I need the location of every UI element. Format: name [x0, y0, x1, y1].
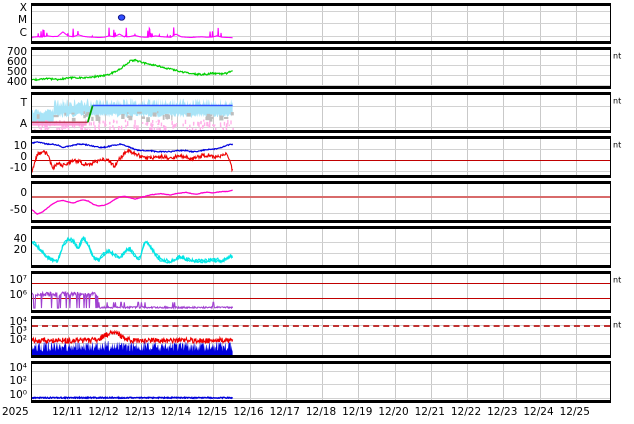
right-axis-unit: nt — [613, 140, 622, 150]
alert-threshold-line — [32, 324, 610, 327]
y-tick-label: 0 — [20, 151, 27, 163]
x-tick-label: 12/18 — [305, 406, 337, 418]
trace-ae-kp-activity — [32, 229, 610, 265]
y-tick-label: 0 — [20, 186, 27, 199]
x-tick-label: 12/12 — [88, 406, 119, 418]
y-tick-label: 40 — [13, 232, 27, 245]
x-tick-label: 12/14 — [160, 406, 192, 418]
x-tick-label: 12/23 — [487, 406, 518, 418]
trace-ground-level-enhancement — [32, 364, 610, 400]
x-tick-label: 12/17 — [269, 406, 300, 418]
trace-electron-flux — [32, 274, 610, 310]
y-tick-label: -10 — [9, 161, 27, 174]
y-tick-label: A — [19, 117, 27, 130]
panel-xray-flux — [31, 3, 611, 44]
y-tick-label: 10³ — [9, 325, 27, 338]
y-tick-label: 10² — [9, 334, 27, 347]
flare-peak-marker — [117, 14, 126, 21]
trace-solar-wind-speed — [32, 50, 610, 86]
y-tick-label: 400 — [6, 76, 27, 89]
right-axis-unit: nt — [613, 320, 622, 330]
threshold-line — [32, 195, 610, 198]
trace-dst-index — [32, 184, 610, 220]
y-tick-label: T — [20, 96, 27, 109]
y-tick-label: M — [17, 14, 27, 27]
trace-proton-temperature-alpha — [32, 98, 234, 130]
panel-dst-index — [31, 181, 611, 223]
y-tick-label: 10⁶ — [9, 288, 27, 301]
trace-magnetic-field-bt-bz — [32, 139, 610, 175]
x-tick-label: 12/22 — [450, 406, 482, 418]
y-tick-label: 700 — [6, 46, 27, 59]
panel-ground-level-enhancement — [31, 361, 611, 403]
x-tick-label: 12/25 — [559, 406, 590, 418]
panel-magnetic-field-bt-bz — [31, 136, 611, 178]
x-tick-label: 12/20 — [378, 406, 409, 418]
x-axis: 2025 12/11 12/12 12/13 12/14 12/15 12/16 12/17 1… — [0, 404, 634, 424]
y-tick-label: 10⁰ — [9, 388, 27, 401]
zero-reference-line — [32, 160, 610, 161]
y-tick-label: 10⁴ — [9, 361, 27, 374]
right-axis-unit: nt — [613, 96, 622, 106]
x-tick-label: 12/15 — [197, 406, 228, 418]
threshold-line-0 — [32, 283, 610, 285]
y-tick-label: 500 — [6, 66, 27, 79]
y-tick-label: C — [19, 26, 27, 39]
panel-ae-kp-activity — [31, 226, 611, 268]
panel-solar-wind-speed — [31, 47, 611, 89]
x-tick-label: 12/13 — [124, 406, 155, 418]
y-tick-label: 10⁴ — [9, 315, 27, 328]
right-axis-unit: nt — [613, 51, 622, 61]
x-tick-label-year: 2025 — [2, 406, 29, 418]
y-tick-label: 20 — [13, 244, 27, 257]
panel-electron-flux — [31, 271, 611, 313]
panel-proton-flux — [31, 316, 611, 358]
y-tick-label: -50 — [9, 204, 27, 217]
panel-proton-temperature-alpha — [31, 92, 611, 133]
x-tick-label: 12/21 — [414, 406, 445, 418]
x-tick-label: 12/24 — [523, 406, 554, 418]
trace-proton-flux — [32, 319, 610, 355]
x-tick-label: 12/16 — [233, 406, 264, 418]
threshold-line-1 — [32, 297, 610, 299]
trace-xray-flux — [32, 14, 610, 41]
x-tick-label: 12/11 — [52, 406, 83, 418]
y-tick-label: 10⁷ — [9, 274, 27, 287]
y-tick-label: 10 — [13, 140, 27, 153]
y-tick-label: 600 — [6, 56, 27, 69]
y-tick-label: X — [19, 1, 27, 14]
right-axis-unit: nt — [613, 275, 622, 285]
x-tick-label: 12/19 — [342, 406, 373, 418]
y-tick-label: 10² — [9, 375, 27, 388]
